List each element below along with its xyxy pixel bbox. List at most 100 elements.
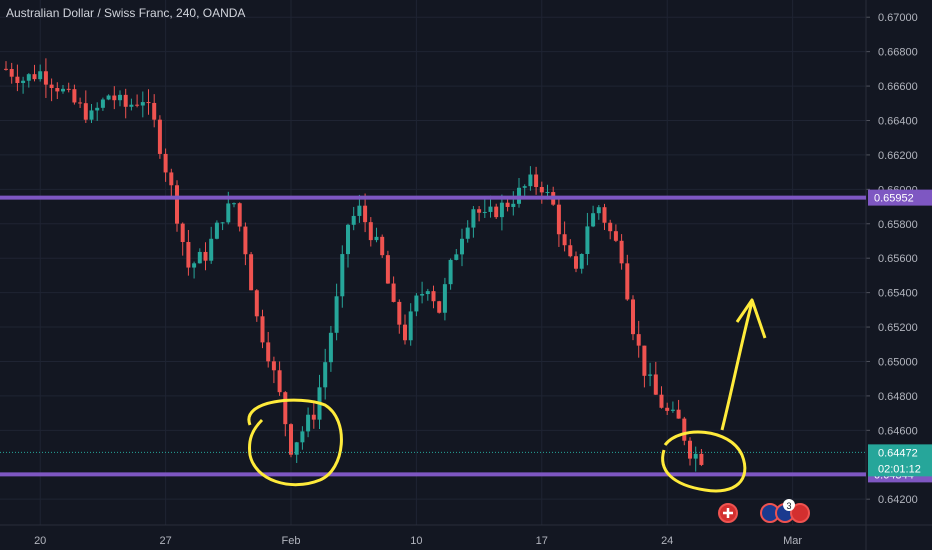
calendar-events[interactable]: 3 xyxy=(718,499,810,523)
candle-body xyxy=(539,187,544,193)
candle-body xyxy=(460,238,464,255)
candle-body xyxy=(334,296,339,333)
candle-body xyxy=(556,204,561,235)
candle-body xyxy=(613,231,618,241)
candle-body xyxy=(220,222,225,224)
candle-body xyxy=(186,241,191,268)
candle-body xyxy=(294,442,299,455)
horizontal-line-price-label: 0.65952 xyxy=(874,193,914,205)
candle-body xyxy=(511,203,516,207)
arrow-head-icon xyxy=(735,298,767,339)
x-tick-label: 17 xyxy=(536,535,548,547)
candle-body xyxy=(471,209,476,228)
candle-body xyxy=(175,185,179,224)
last-price-label: 0.64472 xyxy=(878,447,918,459)
last-price-box xyxy=(868,444,932,477)
candles xyxy=(4,58,704,472)
y-tick-label: 0.66400 xyxy=(878,115,918,127)
candle-body xyxy=(522,186,527,188)
candle-body xyxy=(568,245,573,257)
candle-body xyxy=(32,74,37,80)
candle-body xyxy=(61,88,65,92)
candle-body xyxy=(289,424,293,455)
candle-body xyxy=(340,254,345,297)
candle-body xyxy=(596,207,601,214)
candle-body xyxy=(420,294,425,296)
candle-body xyxy=(454,254,459,260)
candle-body xyxy=(357,205,362,216)
candle-body xyxy=(699,453,704,465)
candle-body xyxy=(374,236,379,241)
candle-body xyxy=(636,334,641,346)
y-tick-label: 0.64800 xyxy=(878,391,918,403)
candle-body xyxy=(403,324,407,341)
candle-body xyxy=(83,103,88,120)
circle-annotation-left[interactable] xyxy=(247,398,343,487)
candle-body xyxy=(477,209,482,213)
candle-body xyxy=(642,345,647,376)
candle-body xyxy=(89,110,94,120)
candle-body xyxy=(682,418,687,441)
candle-body xyxy=(562,234,567,246)
candle-body xyxy=(192,263,197,268)
candle-body xyxy=(129,104,134,107)
candle-body xyxy=(306,414,311,432)
candle-body xyxy=(579,254,584,269)
candle-body xyxy=(226,203,231,223)
candle-body xyxy=(72,89,77,103)
candle-body xyxy=(625,263,630,300)
x-tick-label: 24 xyxy=(661,535,673,547)
candle-body xyxy=(585,226,590,255)
y-tick-label: 0.64200 xyxy=(878,494,918,506)
candle-body xyxy=(442,284,447,313)
y-tick-label: 0.65200 xyxy=(878,322,918,334)
arrow-up-annotation[interactable] xyxy=(720,301,754,431)
candle-body xyxy=(118,94,122,101)
countdown-label: 02:01:12 xyxy=(878,463,921,475)
candle-body xyxy=(380,236,385,256)
candle-body xyxy=(494,206,499,218)
candle-body xyxy=(38,71,43,80)
candle-body xyxy=(574,256,578,269)
candle-body xyxy=(249,254,254,291)
candle-body xyxy=(648,374,653,376)
candle-body xyxy=(363,205,368,223)
candle-body xyxy=(9,69,14,77)
event-count-badge xyxy=(783,499,795,511)
candle-body xyxy=(203,251,208,261)
candle-body xyxy=(608,222,613,232)
candle-body xyxy=(180,223,185,242)
candle-body xyxy=(328,332,333,363)
x-tick-label: 10 xyxy=(410,535,422,547)
candle-body xyxy=(266,342,271,362)
candle-body xyxy=(602,207,607,223)
candle-body xyxy=(271,361,276,371)
candle-body xyxy=(214,222,219,239)
candle-body xyxy=(499,202,504,218)
candle-body xyxy=(408,311,413,341)
y-tick-label: 0.64600 xyxy=(878,425,918,437)
candle-body xyxy=(26,74,31,81)
candle-body xyxy=(100,99,105,108)
annotations[interactable] xyxy=(247,298,767,493)
candle-body xyxy=(397,301,402,325)
candle-body xyxy=(49,84,54,89)
candle-body xyxy=(545,192,550,194)
candle-body xyxy=(665,407,670,411)
event-flag-ch-icon[interactable] xyxy=(790,503,810,523)
candle-body xyxy=(368,222,373,241)
candle-body xyxy=(488,206,493,212)
y-tick-label: 0.65400 xyxy=(878,288,918,300)
candle-body xyxy=(448,259,453,285)
candle-body xyxy=(659,394,664,408)
x-tick-label: 27 xyxy=(159,535,171,547)
candle-body xyxy=(4,68,8,70)
grid: 0.670000.668000.666000.664000.662000.660… xyxy=(0,0,918,547)
candle-body xyxy=(437,301,442,313)
candle-body xyxy=(135,104,140,106)
y-tick-label: 0.65000 xyxy=(878,356,918,368)
candle-body xyxy=(95,107,100,111)
circle-annotation-right[interactable] xyxy=(661,430,747,493)
